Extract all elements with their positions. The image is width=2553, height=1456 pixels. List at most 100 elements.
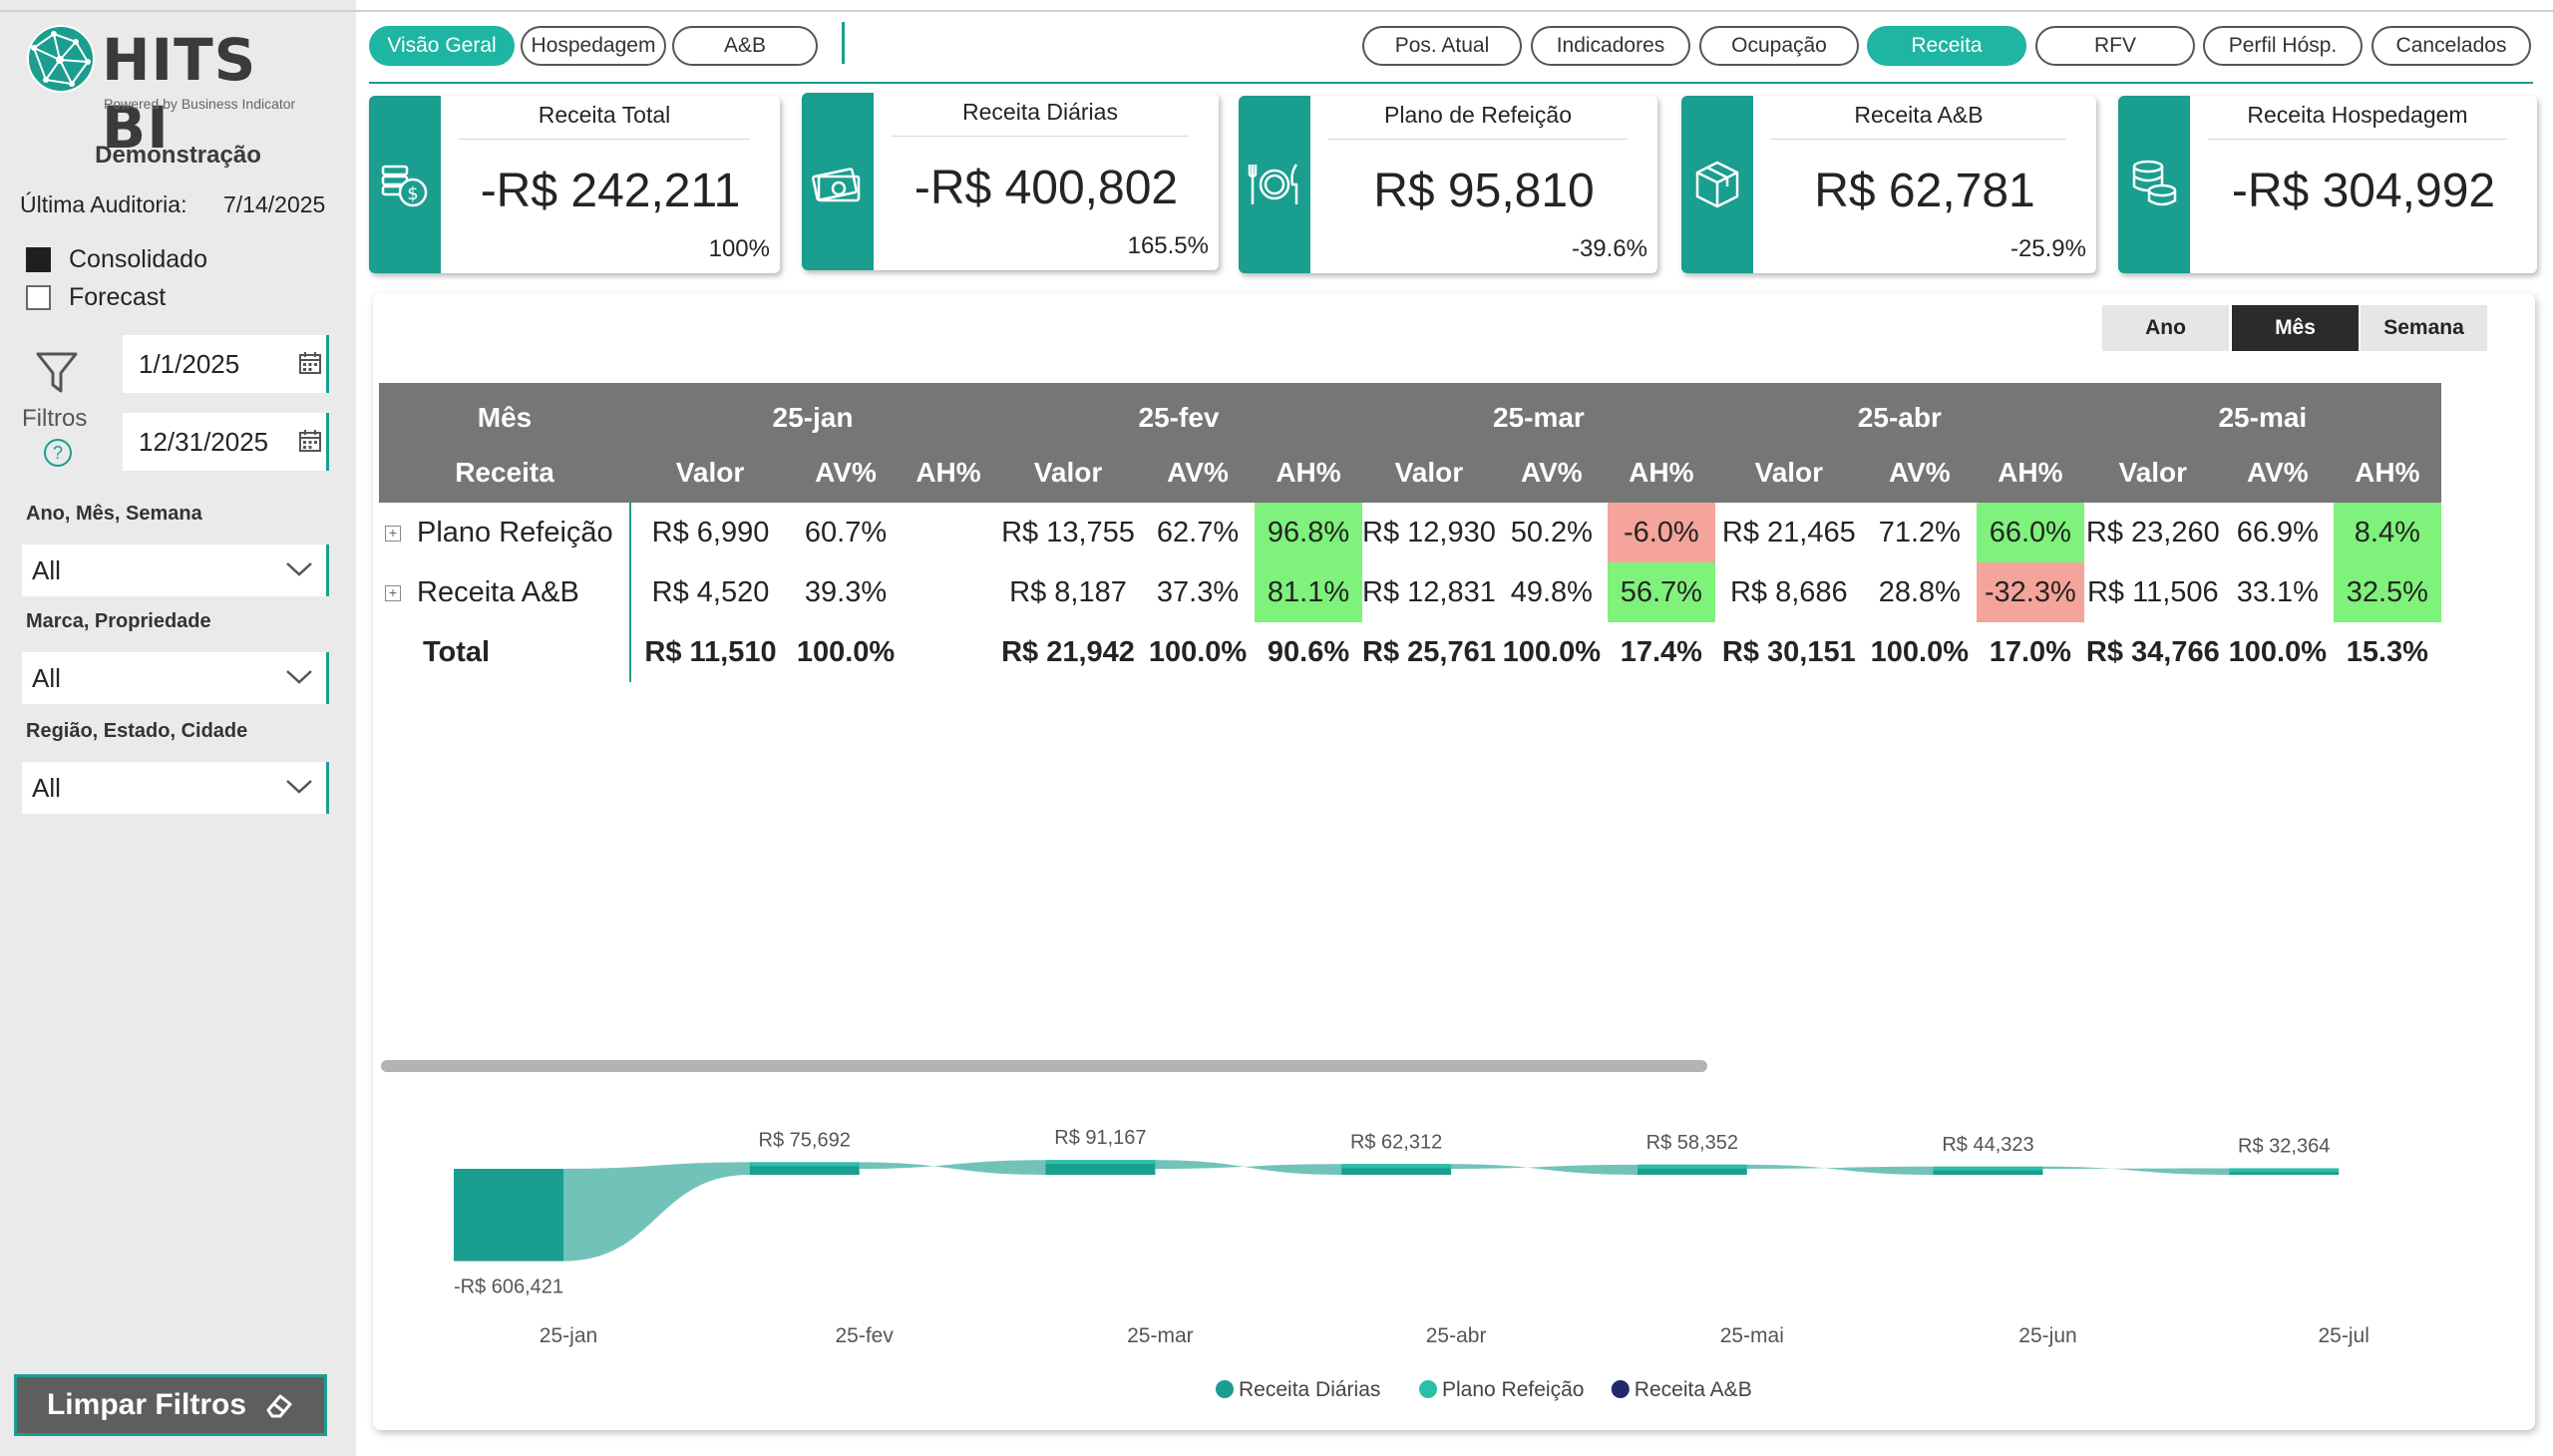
row-label-text: Plano Refeição: [417, 516, 613, 548]
chevron-down-icon[interactable]: [284, 774, 314, 798]
subheader-ah: AH%: [1255, 443, 1362, 503]
cell-av: 50.2%: [1510, 516, 1593, 548]
cell-valor: R$ 34,766: [2085, 635, 2220, 668]
tab-hospedagem[interactable]: Hospedagem: [521, 26, 666, 66]
revenue-area-chart: -R$ 606,421 R$ 75,692 R$ 91,167 R$ 62,312 R$…: [454, 1127, 2370, 1401]
slicer-title-marca: Marca, Propriedade: [26, 610, 211, 632]
slicer-periodo-dropdown[interactable]: All: [22, 545, 329, 596]
matrix-table: Mês 25-jan 25-fev 25-mar 25-abr 25-mai R…: [379, 383, 2441, 682]
cell-ah: 8.4%: [2333, 503, 2441, 562]
period-mes-button[interactable]: Mês: [2232, 305, 2359, 351]
date-start-input[interactable]: 1/1/2025: [123, 335, 329, 393]
legend-dot: [1419, 1380, 1437, 1398]
audit-label: Última Auditoria:: [20, 191, 187, 217]
expand-plus-icon[interactable]: +: [385, 584, 401, 601]
date-end-input[interactable]: 12/31/2025: [123, 413, 329, 471]
matrix-total-row: Total R$ 11,510 100.0% R$ 21,942 100.0% 90.6%…: [379, 622, 2441, 682]
cell-ah: 81.1%: [1255, 562, 1362, 622]
kpi-icon-strip: [802, 93, 874, 270]
kpi-receita-total: $ Receita Total -R$ 242,211 100%: [369, 96, 780, 273]
legend-label: Receita A&B: [1635, 1378, 1752, 1401]
option-consolidado[interactable]: Consolidado: [26, 245, 207, 273]
checkbox-unchecked-icon[interactable]: [26, 284, 51, 310]
cell-ah: 17.0%: [1989, 635, 2071, 668]
area-column: [1637, 1164, 1747, 1175]
tab-visao-geral[interactable]: Visão Geral: [369, 26, 515, 66]
top-divider: [0, 10, 2553, 12]
chevron-down-icon[interactable]: [284, 556, 314, 580]
area-column-cap: [1637, 1164, 1747, 1169]
kpi-value: R$ 95,810: [1373, 165, 1595, 217]
month-header[interactable]: 25-mar: [1362, 383, 1715, 443]
kpi-icon-strip: [1681, 96, 1753, 273]
kpi-percent: 100%: [708, 235, 770, 262]
tab-perfil-hosp[interactable]: Perfil Hósp.: [2203, 26, 2363, 66]
subheader-av: AV%: [1862, 443, 1977, 503]
row-label[interactable]: + Receita A&B: [379, 562, 631, 622]
option-label: Consolidado: [69, 244, 207, 273]
eraser-icon: [266, 1394, 292, 1418]
kpi-icon-strip: $: [369, 96, 441, 273]
flow-band: [1451, 1164, 1638, 1175]
row-label[interactable]: + Plano Refeição: [379, 503, 631, 562]
tab-cancelados[interactable]: Cancelados: [2371, 26, 2531, 66]
option-forecast[interactable]: Forecast: [26, 283, 166, 311]
calendar-icon[interactable]: [298, 351, 322, 375]
period-ano-button[interactable]: Ano: [2102, 305, 2229, 351]
cell-av: 33.1%: [2236, 575, 2319, 608]
cell-valor: R$ 6,990: [651, 516, 770, 548]
kpi-percent: -39.6%: [1571, 235, 1647, 262]
slicer-marca-dropdown[interactable]: All: [22, 652, 329, 704]
data-label: -R$ 606,421: [454, 1276, 563, 1298]
chevron-down-icon[interactable]: [284, 664, 314, 688]
matrix-row: + Plano Refeição R$ 6,990 60.7% R$ 13,755 62.…: [379, 503, 2441, 562]
nav-underline: [369, 82, 2533, 84]
subheader-ah: AH%: [2333, 443, 2441, 503]
audit-date: 7/14/2025: [223, 191, 326, 217]
month-header[interactable]: 25-jan: [630, 383, 995, 443]
cell-valor: R$ 12,930: [1362, 516, 1496, 548]
checkbox-checked-icon[interactable]: [26, 246, 51, 272]
cell-av: 66.9%: [2236, 516, 2319, 548]
tab-ocupacao[interactable]: Ocupação: [1699, 26, 1859, 66]
tab-receita[interactable]: Receita: [1867, 26, 2026, 66]
cell-av: 60.7%: [804, 516, 888, 548]
data-label: R$ 62,312: [1350, 1131, 1442, 1153]
x-tick-label: 25-jan: [540, 1324, 597, 1347]
dropdown-value: All: [32, 773, 61, 803]
cell-ah: -6.0%: [1607, 503, 1715, 562]
expand-plus-icon[interactable]: +: [385, 525, 401, 542]
kpi-title: Receita A&B: [1771, 102, 2066, 140]
slicer-regiao-dropdown[interactable]: All: [22, 762, 329, 814]
x-tick-label: 25-mai: [1720, 1324, 1784, 1347]
filters-label: Filtros: [22, 405, 88, 432]
subheader-valor: Valor: [630, 443, 790, 503]
clear-filters-button[interactable]: Limpar Filtros: [14, 1374, 327, 1436]
calendar-icon[interactable]: [298, 429, 322, 453]
tab-pos-atual[interactable]: Pos. Atual: [1362, 26, 1522, 66]
cell-av: 100.0%: [1148, 635, 1248, 668]
dropdown-value: All: [32, 555, 61, 585]
help-icon[interactable]: ?: [44, 439, 72, 467]
data-label: R$ 75,692: [759, 1129, 851, 1151]
horizontal-scrollbar[interactable]: [381, 1060, 1707, 1072]
cell-valor: R$ 8,187: [1009, 575, 1127, 608]
tab-ab[interactable]: A&B: [672, 26, 818, 66]
subheader-av: AV%: [2221, 443, 2334, 503]
month-header[interactable]: 25-fev: [995, 383, 1362, 443]
cell-ah: [902, 562, 995, 622]
subheader-ah: AH%: [1607, 443, 1715, 503]
flow-band: [2042, 1166, 2230, 1175]
tab-rfv[interactable]: RFV: [2035, 26, 2195, 66]
period-semana-button[interactable]: Semana: [2361, 305, 2487, 351]
legend-dot: [1611, 1380, 1630, 1398]
month-header[interactable]: 25-mai: [2083, 383, 2441, 443]
legend-label: Plano Refeição: [1442, 1378, 1584, 1401]
kpi-title: Receita Total: [459, 102, 750, 140]
option-label: Forecast: [69, 282, 167, 311]
tab-indicadores[interactable]: Indicadores: [1531, 26, 1690, 66]
cell-ah: 96.8%: [1255, 503, 1362, 562]
month-header[interactable]: 25-abr: [1714, 383, 2084, 443]
kpi-receita-ab: Receita A&B R$ 62,781 -25.9%: [1681, 96, 2096, 273]
cell-valor: R$ 4,520: [651, 575, 770, 608]
